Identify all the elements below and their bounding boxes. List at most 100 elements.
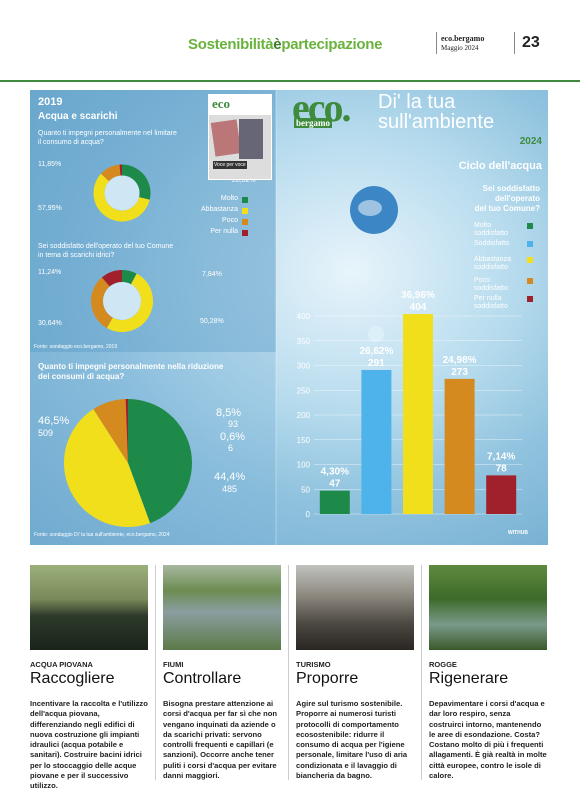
- column-acqua-piovana: ACQUA PIOVANA Raccogliere Incentivare la…: [30, 565, 148, 792]
- logo-bergamo: bergamo: [294, 118, 332, 128]
- bar-value-label: 273: [451, 367, 468, 378]
- infographic-title: Di' la tua sull'ambiente: [378, 91, 495, 133]
- column-rogge: ROGGE Rigenerare Depavimentare i corsi d…: [429, 565, 547, 781]
- infographic: 1,38%28,82%11,85%57,95%7,84%50,28%11,24%…: [30, 90, 548, 545]
- pie3-slice-poco: [93, 399, 128, 463]
- bar-value-label: 47: [329, 479, 341, 490]
- subtitle-2024: Ciclo dell'acqua: [458, 160, 542, 172]
- stream-photo: [429, 565, 547, 650]
- magazine-cover-thumbnail: eco Voce per voce: [208, 94, 272, 180]
- legend-2024-swatch: [527, 257, 533, 263]
- question-1: Quanto ti impegni personalmente nel limi…: [38, 130, 177, 146]
- bar-percent-label: 24,98%: [443, 355, 477, 366]
- legend-2024-swatch: [527, 278, 533, 284]
- bar-percent-label: 26,62%: [359, 346, 393, 357]
- column-turismo: TURISMO Proporre Agire sul turismo soste…: [296, 565, 414, 781]
- globe-cloud: [358, 200, 382, 216]
- donut1-hole: [104, 175, 140, 211]
- donut1-slice-abbastanza: [93, 173, 150, 222]
- pie3-count-molto: 485: [222, 484, 237, 494]
- thumb-caption: Voce per voce: [213, 161, 247, 169]
- column-body: Depavimentare i corsi d'acqua e dar loro…: [429, 699, 547, 781]
- legend-2024-label: Poco soddisfatto: [474, 277, 508, 292]
- bar-y-tick-label: 250: [297, 386, 311, 395]
- donut2-slice-abbastanza: [106, 273, 153, 332]
- bar-poco-soddisfatto: [444, 378, 475, 514]
- column-kicker: ROGGE: [429, 660, 457, 669]
- question-3: Quanto ti impegni personalmente nella ri…: [38, 362, 224, 381]
- donut1-label-poco: 11,85%: [38, 161, 61, 168]
- donut2-slice-molto: [121, 270, 137, 285]
- year-2024: 2024: [519, 136, 542, 147]
- source-2019: Fonte: sondaggio eco.bergamo, 2019: [34, 344, 118, 350]
- header-divider: [436, 32, 437, 54]
- pie3-count-per-nulla: 6: [228, 443, 233, 453]
- column-kicker: FIUMI: [163, 660, 184, 669]
- legend-2024-label: Soddisfatto: [474, 240, 510, 247]
- legend-2019-label: Abbastanza: [201, 206, 238, 213]
- bar-y-tick-label: 300: [297, 362, 311, 371]
- bar-per-nulla-soddisfatto: [486, 475, 517, 514]
- bar-soddisfatto: [361, 369, 392, 514]
- donut2-label-abbastanza: 50,28%: [200, 318, 224, 325]
- column-divider: [421, 565, 422, 780]
- question-2024: Sei soddisfatto dell'operato del tuo Comun…: [474, 184, 540, 213]
- donut2-label-per-nulla: 11,24%: [38, 269, 61, 276]
- bar-percent-label: 7,14%: [487, 451, 515, 462]
- pie3-count-abbastanza: 509: [38, 428, 53, 438]
- legend-2024-label: Per nulla soddisfatto: [474, 295, 508, 310]
- pie3-label-poco: 8,5%: [216, 407, 241, 419]
- pie3-label-per-nulla: 0,6%: [220, 431, 245, 443]
- bar-y-tick-label: 400: [297, 312, 311, 321]
- pie3-label-molto: 44,4%: [214, 471, 245, 483]
- donut1-label-molto: 28,82%: [232, 177, 256, 184]
- header-divider: [514, 32, 515, 54]
- legend-2019-label: Poco: [222, 217, 238, 224]
- column-body: Agire sul turismo sostenibile. Proporre …: [296, 699, 408, 781]
- bar-value-label: 404: [410, 302, 427, 313]
- column-headline: Proporre: [296, 670, 359, 687]
- donut1-slice-molto: [121, 164, 151, 200]
- bar-y-tick-label: 50: [301, 485, 310, 494]
- publication-info: eco.bergamo Maggio 2024: [441, 34, 485, 52]
- legend-2024-swatch: [527, 223, 533, 229]
- bar-percent-label: 36,96%: [401, 290, 435, 301]
- column-fiumi: FIUMI Controllare Bisogna prestare atten…: [163, 565, 281, 781]
- column-headline: Controllare: [163, 670, 242, 687]
- legend-2019-swatch: [242, 230, 248, 236]
- legend-2024-label: Molto soddisfatto: [474, 222, 508, 237]
- bar-value-label: 291: [368, 358, 385, 369]
- page-header: Sostenibilitàèpartecipazione eco.bergamo…: [0, 0, 580, 82]
- infographic-graphics: 1,38%28,82%11,85%57,95%7,84%50,28%11,24%…: [30, 90, 522, 545]
- donut2-label-molto: 7,84%: [202, 271, 222, 278]
- rain-tanks-photo: [30, 565, 148, 650]
- header-rule: [0, 80, 580, 82]
- legend-2019-label: Per nulla: [210, 228, 238, 235]
- column-headline: Rigenerare: [429, 670, 509, 687]
- column-body: Incentivare la raccolta e l'utilizzo del…: [30, 699, 148, 791]
- question-2: Sei soddisfatto dell'operato del tuo Com…: [38, 243, 174, 259]
- water-drop-icon: [368, 326, 384, 342]
- year-2019: 2019: [38, 96, 63, 108]
- pie3-count-poco: 93: [228, 419, 238, 429]
- column-divider: [288, 565, 289, 780]
- section-title: Sostenibilitàèpartecipazione: [188, 36, 383, 53]
- legend-2019-swatch: [242, 219, 248, 225]
- legend-2019-swatch: [242, 197, 248, 203]
- pie3-slice-abbastanza: [63, 409, 151, 528]
- donut1-slice-poco: [100, 164, 121, 182]
- river-photo: [163, 565, 281, 650]
- column-divider: [155, 565, 156, 780]
- bar-molto-soddisfatto: [319, 490, 350, 514]
- legend-2024-label: Abbastanza soddisfatto: [474, 256, 511, 271]
- legend-2019-swatch: [242, 208, 248, 214]
- bar-y-tick-label: 350: [297, 337, 311, 346]
- donut2-slice-per-nulla: [101, 270, 123, 287]
- pie3-slice-molto: [128, 399, 193, 524]
- column-headline: Raccogliere: [30, 670, 115, 687]
- bar-y-tick-label: 200: [297, 411, 311, 420]
- column-kicker: TURISMO: [296, 660, 331, 669]
- donut2-label-poco: 30,64%: [38, 320, 62, 327]
- bar-y-tick-label: 150: [297, 436, 311, 445]
- donut1-label-abbastanza: 57,95%: [38, 205, 62, 212]
